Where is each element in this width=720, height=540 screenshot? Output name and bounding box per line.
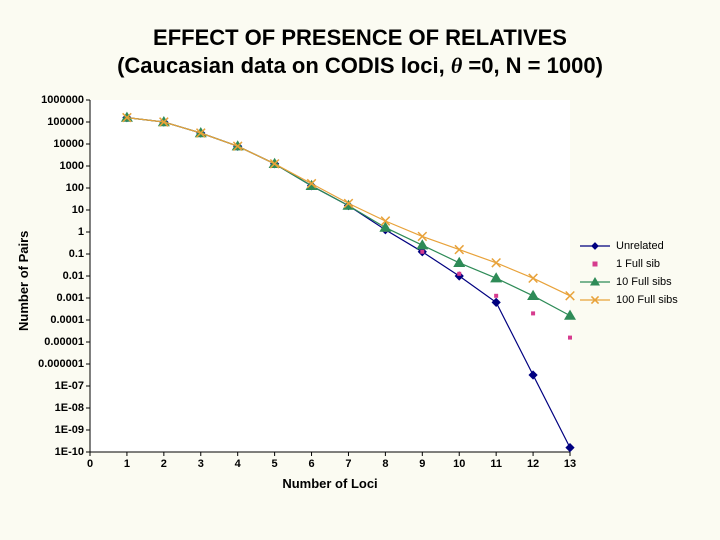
legend-item: 100 Full sibs — [580, 294, 678, 306]
x-tick-label: 3 — [198, 458, 204, 470]
y-tick-label: 1000 — [12, 160, 84, 172]
x-tick-label: 9 — [419, 458, 425, 470]
y-tick-label: 1E-08 — [12, 402, 84, 414]
y-tick-label: 1E-10 — [12, 446, 84, 458]
x-tick-label: 8 — [382, 458, 388, 470]
chart: Number of Pairs Number of Loci Unrelated… — [12, 100, 708, 520]
x-tick-label: 11 — [490, 458, 502, 470]
plot-area — [90, 100, 570, 452]
y-tick-label: 100 — [12, 182, 84, 194]
y-tick-label: 1E-07 — [12, 380, 84, 392]
legend-item: Unrelated — [580, 240, 678, 252]
y-tick-label: 1 — [12, 226, 84, 238]
y-tick-label: 1E-09 — [12, 424, 84, 436]
legend-swatch — [580, 277, 610, 287]
x-tick-label: 6 — [308, 458, 314, 470]
title-line2-prefix: (Caucasian data on CODIS loci, — [117, 53, 451, 78]
plot-svg — [90, 100, 570, 452]
y-tick-label: 0.001 — [12, 292, 84, 304]
y-tick-label: 0.1 — [12, 248, 84, 260]
title-line1: EFFECT OF PRESENCE OF RELATIVES — [153, 25, 567, 50]
y-tick-label: 10000 — [12, 138, 84, 150]
title-theta: θ — [451, 53, 462, 78]
legend: Unrelated 1 Full sib 10 Full sibs 100 Full … — [580, 240, 678, 306]
legend-item: 10 Full sibs — [580, 276, 678, 288]
x-tick-label: 0 — [87, 458, 93, 470]
legend-swatch — [580, 259, 610, 269]
x-tick-label: 13 — [564, 458, 576, 470]
legend-label: 1 Full sib — [616, 258, 660, 270]
legend-swatch — [580, 241, 610, 251]
x-tick-label: 2 — [161, 458, 167, 470]
x-tick-label: 12 — [527, 458, 539, 470]
x-axis-label: Number of Loci — [90, 476, 570, 491]
legend-label: Unrelated — [616, 240, 664, 252]
y-tick-label: 10 — [12, 204, 84, 216]
title-line2-suffix: =0, N = 1000) — [462, 53, 603, 78]
y-tick-label: 100000 — [12, 116, 84, 128]
x-tick-label: 5 — [272, 458, 278, 470]
y-tick-label: 0.01 — [12, 270, 84, 282]
legend-swatch — [580, 295, 610, 305]
x-tick-label: 10 — [453, 458, 465, 470]
y-tick-label: 0.00001 — [12, 336, 84, 348]
legend-label: 10 Full sibs — [616, 276, 672, 288]
chart-title: EFFECT OF PRESENCE OF RELATIVES (Caucasi… — [0, 24, 720, 79]
legend-item: 1 Full sib — [580, 258, 678, 270]
legend-label: 100 Full sibs — [616, 294, 678, 306]
y-tick-label: 0.0001 — [12, 314, 84, 326]
x-tick-label: 4 — [235, 458, 241, 470]
x-tick-label: 1 — [124, 458, 130, 470]
x-tick-label: 7 — [345, 458, 351, 470]
y-tick-label: 0.000001 — [12, 358, 84, 370]
y-tick-label: 1000000 — [12, 94, 84, 106]
